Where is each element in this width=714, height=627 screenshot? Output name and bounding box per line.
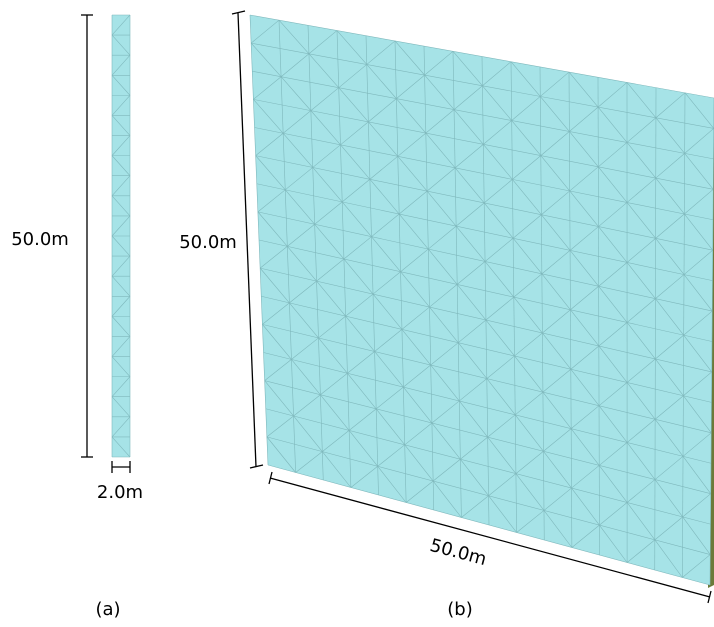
figure: 50.0m 2.0m (a) 50.0m 50.0m (b) bbox=[0, 0, 714, 627]
plate-mesh bbox=[250, 15, 714, 585]
height-label-a: 50.0m bbox=[11, 229, 69, 250]
height-label-b: 50.0m bbox=[179, 232, 237, 253]
width-label-b: 50.0m bbox=[428, 535, 489, 570]
caption-a: (a) bbox=[95, 599, 120, 620]
width-label-a: 2.0m bbox=[97, 482, 143, 503]
height-dimension-a bbox=[81, 15, 93, 457]
caption-b: (b) bbox=[447, 599, 472, 620]
width-dimension-a bbox=[112, 461, 130, 473]
